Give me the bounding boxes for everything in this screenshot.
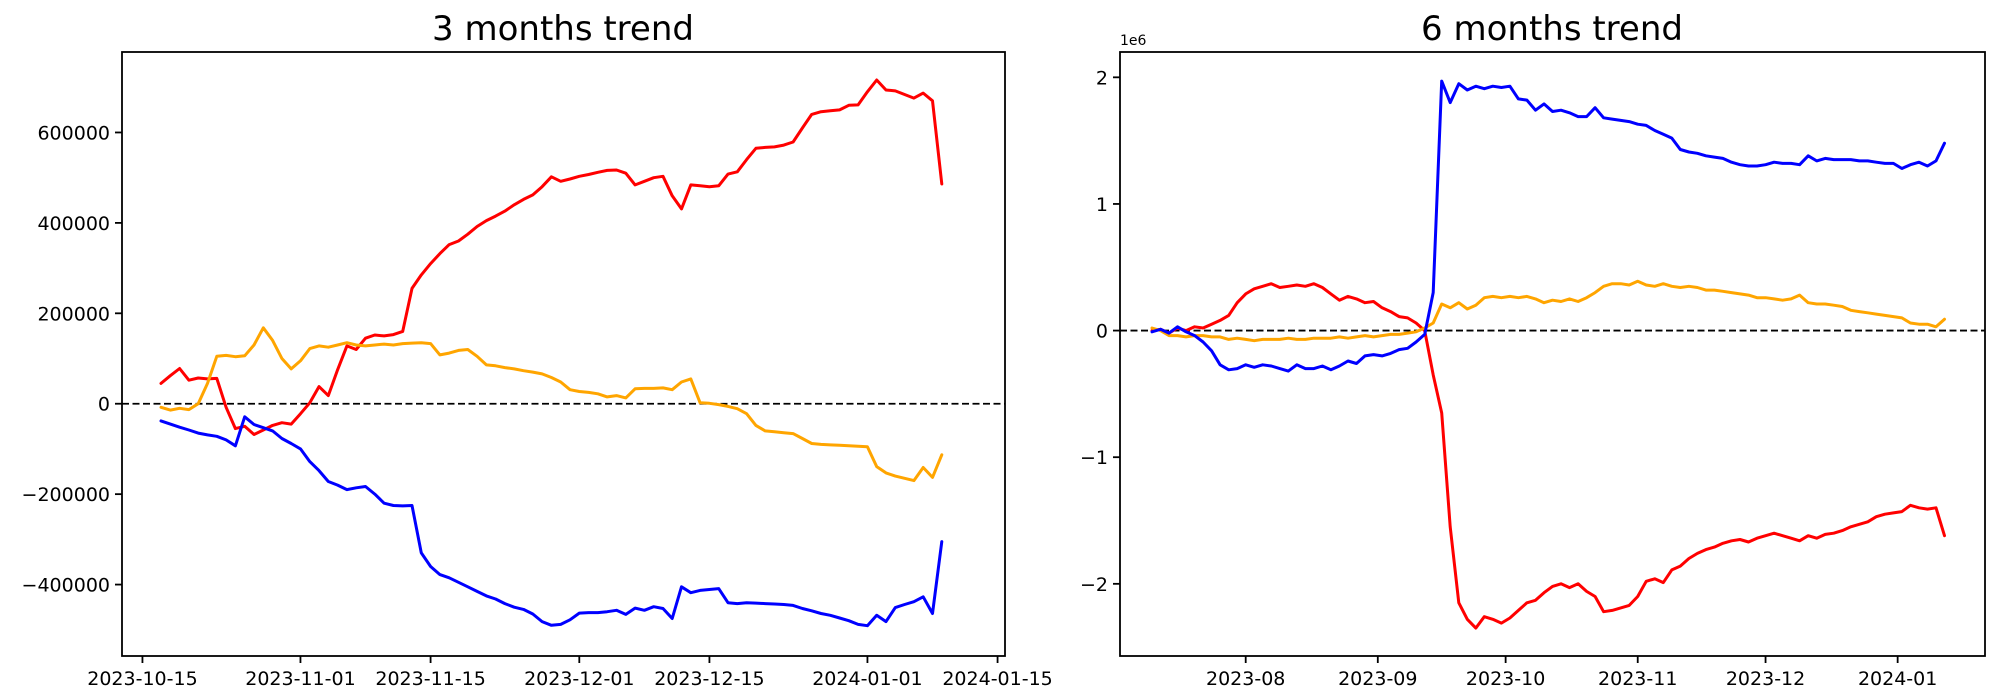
- axes-box: [121, 51, 1006, 657]
- series-line-red: [159, 78, 944, 436]
- chart-3-months-trend: 3 months trend 2023-10-15 2023-11-01 2023-…: [22, 9, 1053, 690]
- x-tick-label: 2023-11-01: [245, 668, 355, 690]
- y-tick-label: 400000: [37, 213, 110, 235]
- y-axis-offset-label: 1e6: [1120, 33, 1147, 49]
- y-tick-label: 0: [1096, 321, 1108, 343]
- x-tick-label: 2024-01: [1858, 668, 1937, 690]
- y-tick-label: −1: [1080, 447, 1108, 469]
- y-tick-label: 600000: [37, 122, 110, 144]
- x-tick-label: 2024-01-01: [812, 668, 922, 690]
- y-tick-label: −400000: [22, 575, 110, 597]
- chart-title-6-months: 6 months trend: [1421, 9, 1683, 49]
- series-line-blue: [1150, 79, 1946, 373]
- x-tick-label: 2023-11-15: [375, 668, 485, 690]
- x-tick-label: 2023-12-01: [524, 668, 634, 690]
- series-line-orange: [1150, 279, 1946, 343]
- y-tick-label: 0: [98, 394, 110, 416]
- plot-area-6-months: 2023-08 2023-09 2023-10 2023-11 2023-12 2024-…: [1080, 51, 1986, 690]
- x-tick-label: 2023-12-15: [654, 668, 764, 690]
- x-tick-label: 2023-11: [1598, 668, 1677, 690]
- chart-title-3-months: 3 months trend: [432, 9, 694, 49]
- x-tick-label: 2023-12: [1726, 668, 1805, 690]
- series-line-orange: [159, 326, 944, 483]
- y-tick-label: −2: [1080, 574, 1108, 596]
- x-tick-label: 2023-10: [1466, 668, 1545, 690]
- y-tick-label: −200000: [22, 484, 110, 506]
- y-tick-label: 2: [1096, 67, 1108, 89]
- plot-area-3-months: 2023-10-15 2023-11-01 2023-11-15 2023-12-01…: [22, 51, 1053, 690]
- x-tick-label: 2024-01-15: [942, 668, 1052, 690]
- y-tick-label: 1: [1096, 194, 1108, 216]
- x-tick-label: 2023-08: [1206, 668, 1285, 690]
- axes-box: [1119, 51, 1986, 657]
- y-tick-label: 200000: [37, 303, 110, 325]
- series-line-red: [1150, 282, 1946, 630]
- series-line-blue: [159, 415, 944, 628]
- x-tick-label: 2023-10-15: [87, 668, 197, 690]
- x-tick-label: 2023-09: [1338, 668, 1417, 690]
- chart-6-months-trend: 6 months trend 1e6 2023-08 2023-09 2023-10…: [1080, 9, 1986, 690]
